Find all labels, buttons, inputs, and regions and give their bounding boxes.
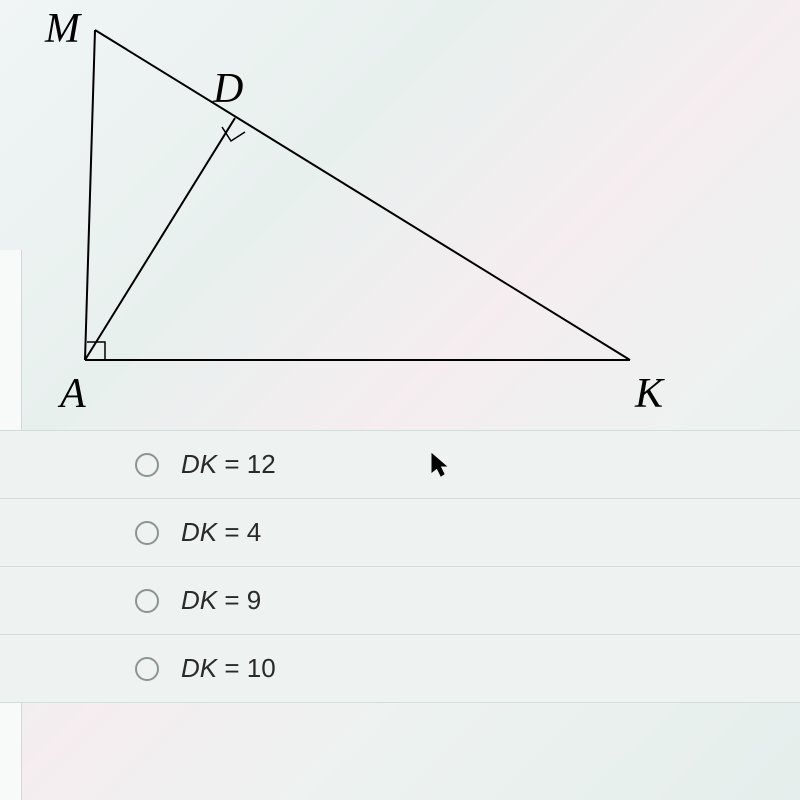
radio-icon[interactable] [135, 657, 159, 681]
edge-ad [85, 118, 235, 360]
radio-icon[interactable] [135, 453, 159, 477]
option-label-1: DK = 4 [181, 517, 261, 548]
radio-icon[interactable] [135, 589, 159, 613]
edge-mk [95, 30, 630, 360]
option-label-0: DK = 12 [181, 449, 276, 480]
vertex-label-a: A [60, 370, 86, 418]
answer-options-panel: DK = 12 DK = 4 DK = 9 DK = 10 [0, 430, 800, 703]
cursor-icon [430, 452, 450, 485]
option-label-2: DK = 9 [181, 585, 261, 616]
option-row-2[interactable]: DK = 9 [0, 567, 800, 635]
geometry-diagram: M D A K [0, 0, 800, 430]
vertex-label-m: M [45, 5, 80, 53]
option-row-0[interactable]: DK = 12 [0, 430, 800, 499]
edge-ma [85, 30, 95, 360]
triangle-svg [0, 0, 800, 430]
option-row-1[interactable]: DK = 4 [0, 499, 800, 567]
vertex-label-k: K [635, 370, 663, 418]
radio-icon[interactable] [135, 521, 159, 545]
vertex-label-d: D [213, 65, 243, 113]
option-row-3[interactable]: DK = 10 [0, 635, 800, 703]
option-label-3: DK = 10 [181, 653, 276, 684]
